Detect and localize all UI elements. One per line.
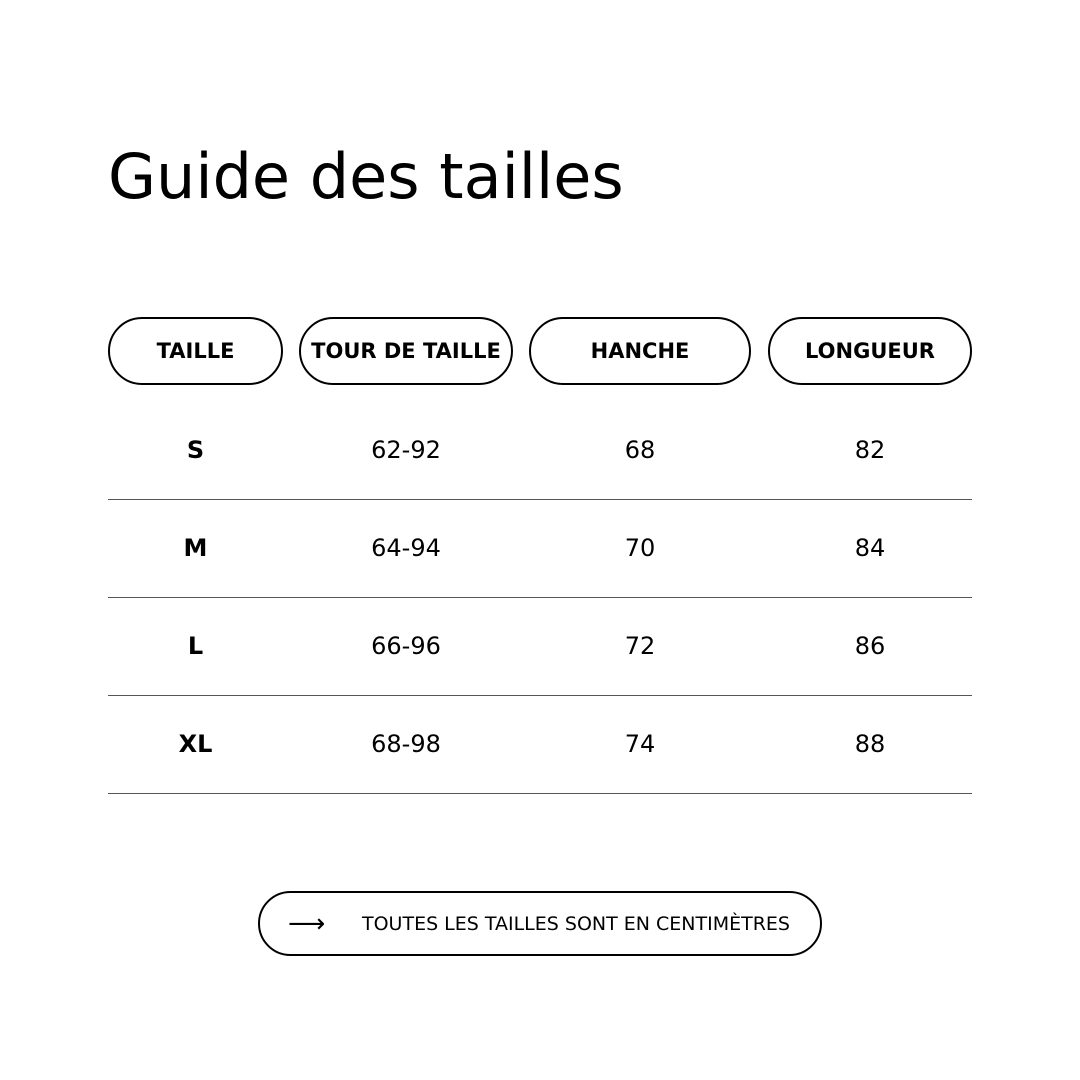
value-cell: 68 <box>624 436 656 464</box>
value-cell: 68-98 <box>371 730 441 758</box>
arrow-right-icon: ⟶ <box>288 908 326 939</box>
value-cell: 64-94 <box>371 534 441 562</box>
value-cell: 72 <box>624 632 656 660</box>
header-longueur: LONGUEUR <box>768 317 972 385</box>
header-tour-de-taille: TOUR DE TAILLE <box>299 317 513 385</box>
size-cell: L <box>187 632 204 660</box>
value-cell: 88 <box>854 730 886 758</box>
table-row: S 62-92 68 82 <box>108 401 972 500</box>
header-taille: TAILLE <box>108 317 283 385</box>
header-hanche: HANCHE <box>529 317 751 385</box>
size-cell: XL <box>178 730 213 758</box>
table-row: M 64-94 70 84 <box>108 499 972 598</box>
table-row: XL 68-98 74 88 <box>108 695 972 794</box>
value-cell: 82 <box>854 436 886 464</box>
value-cell: 86 <box>854 632 886 660</box>
value-cell: 70 <box>624 534 656 562</box>
size-cell: S <box>186 436 205 464</box>
units-note-text: TOUTES LES TAILLES SONT EN CENTIMÈTRES <box>362 912 790 935</box>
units-note: ⟶ TOUTES LES TAILLES SONT EN CENTIMÈTRES <box>258 891 822 956</box>
value-cell: 62-92 <box>371 436 441 464</box>
size-cell: M <box>183 534 208 562</box>
value-cell: 66-96 <box>371 632 441 660</box>
page-title: Guide des tailles <box>108 140 624 213</box>
value-cell: 74 <box>624 730 656 758</box>
value-cell: 84 <box>854 534 886 562</box>
table-row: L 66-96 72 86 <box>108 597 972 696</box>
